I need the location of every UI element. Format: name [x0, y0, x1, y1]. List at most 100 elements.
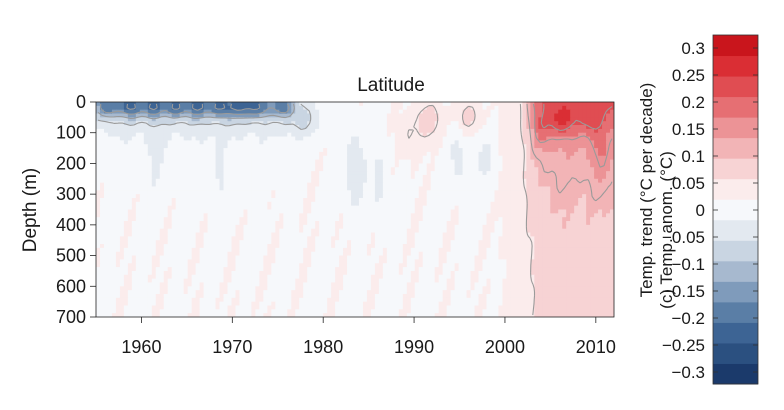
- heatmap-cell: [195, 167, 201, 172]
- heatmap-cell: [522, 228, 527, 234]
- heatmap-cell: [542, 144, 547, 149]
- heatmap-cell: [283, 236, 288, 241]
- heatmap-cell: [343, 205, 348, 211]
- heatmap-cell: [219, 240, 225, 245]
- heatmap-cell: [582, 182, 587, 188]
- heatmap-cell: [562, 221, 567, 226]
- heatmap-cell: [590, 205, 595, 211]
- heatmap-cell: [275, 136, 280, 141]
- heatmap-cell: [135, 221, 141, 226]
- heatmap-cell: [546, 244, 551, 249]
- heatmap-cell: [111, 163, 117, 168]
- heatmap-cell: [542, 171, 547, 176]
- heatmap-cell: [558, 178, 563, 184]
- heatmap-cell: [574, 213, 579, 218]
- heatmap-cell: [355, 228, 360, 234]
- heatmap-cell: [606, 244, 611, 249]
- heatmap-cell: [247, 113, 252, 118]
- heatmap-cell: [574, 209, 579, 214]
- heatmap-cell: [442, 205, 448, 211]
- heatmap-cell: [366, 244, 372, 249]
- heatmap-cell: [454, 174, 460, 180]
- heatmap-cell: [235, 178, 241, 184]
- heatmap-cell: [402, 109, 408, 115]
- heatmap-cell: [506, 121, 511, 126]
- heatmap-cell: [187, 155, 193, 161]
- heatmap-cell: [139, 128, 145, 134]
- heatmap-cell: [283, 209, 288, 214]
- heatmap-cell: [398, 190, 404, 195]
- heatmap-cell: [323, 197, 328, 203]
- heatmap-cell: [163, 194, 169, 199]
- heatmap-cell: [99, 228, 105, 234]
- heatmap-cell: [319, 182, 324, 188]
- heatmap-cell: [374, 148, 380, 153]
- heatmap-cell: [542, 140, 547, 145]
- heatmap-cell: [582, 105, 587, 111]
- heatmap-cell: [434, 240, 440, 245]
- heatmap-cell: [386, 228, 392, 234]
- heatmap-cell: [159, 205, 165, 211]
- heatmap-cell: [550, 194, 555, 199]
- heatmap-cell: [247, 148, 252, 153]
- heatmap-cell: [402, 186, 408, 191]
- heatmap-cell: [203, 136, 209, 141]
- heatmap-cell: [207, 167, 213, 172]
- heatmap-cell: [554, 159, 559, 165]
- heatmap-cell: [339, 194, 344, 199]
- heatmap-cell: [351, 117, 356, 122]
- heatmap-cell: [195, 121, 201, 126]
- heatmap-cell: [279, 205, 284, 211]
- heatmap-cell: [203, 151, 209, 157]
- heatmap-cell: [534, 190, 539, 195]
- heatmap-cell: [263, 228, 268, 234]
- heatmap-cell: [119, 125, 125, 130]
- heatmap-cell: [107, 194, 113, 199]
- heatmap-cell: [534, 224, 539, 230]
- heatmap-cell: [179, 159, 185, 165]
- heatmap-cell: [470, 159, 476, 165]
- heatmap-cell: [335, 232, 340, 237]
- heatmap-cell: [335, 186, 340, 191]
- heatmap-cell: [414, 236, 420, 241]
- heatmap-cell: [215, 128, 221, 134]
- heatmap-cell: [239, 136, 245, 141]
- heatmap-cell: [243, 105, 249, 111]
- heatmap-cell: [378, 194, 384, 199]
- heatmap-cell: [398, 105, 404, 111]
- heatmap-cell: [275, 128, 280, 134]
- heatmap-cell: [438, 117, 444, 122]
- heatmap-cell: [466, 125, 472, 130]
- heatmap-cell: [251, 228, 256, 234]
- heatmap-cell: [199, 144, 205, 149]
- heatmap-cell: [386, 117, 392, 122]
- heatmap-cell: [542, 209, 547, 214]
- heatmap-cell: [103, 144, 109, 149]
- heatmap-cell: [606, 236, 611, 241]
- heatmap-cell: [207, 144, 213, 149]
- heatmap-cell: [247, 236, 252, 241]
- heatmap-cell: [115, 217, 121, 222]
- heatmap-cell: [227, 201, 233, 207]
- heatmap-cell: [223, 163, 229, 168]
- heatmap-cell: [319, 232, 324, 237]
- heatmap-cell: [187, 163, 193, 168]
- heatmap-cell: [442, 102, 448, 107]
- heatmap-cell: [454, 209, 460, 214]
- heatmap-cell: [554, 167, 559, 172]
- heatmap-cell: [510, 221, 515, 226]
- heatmap-cell: [518, 201, 523, 207]
- heatmap-cell: [414, 194, 420, 199]
- heatmap-cell: [486, 125, 492, 130]
- heatmap-cell: [486, 194, 492, 199]
- heatmap-cell: [131, 209, 137, 214]
- heatmap-cell: [235, 244, 241, 249]
- heatmap-cell: [291, 205, 296, 211]
- heatmap-cell: [526, 136, 531, 141]
- heatmap-cell: [458, 197, 464, 203]
- heatmap-cell: [159, 240, 165, 245]
- heatmap-cell: [123, 244, 129, 249]
- heatmap-cell: [390, 136, 396, 141]
- heatmap-cell: [450, 159, 456, 165]
- heatmap-cell: [195, 190, 201, 195]
